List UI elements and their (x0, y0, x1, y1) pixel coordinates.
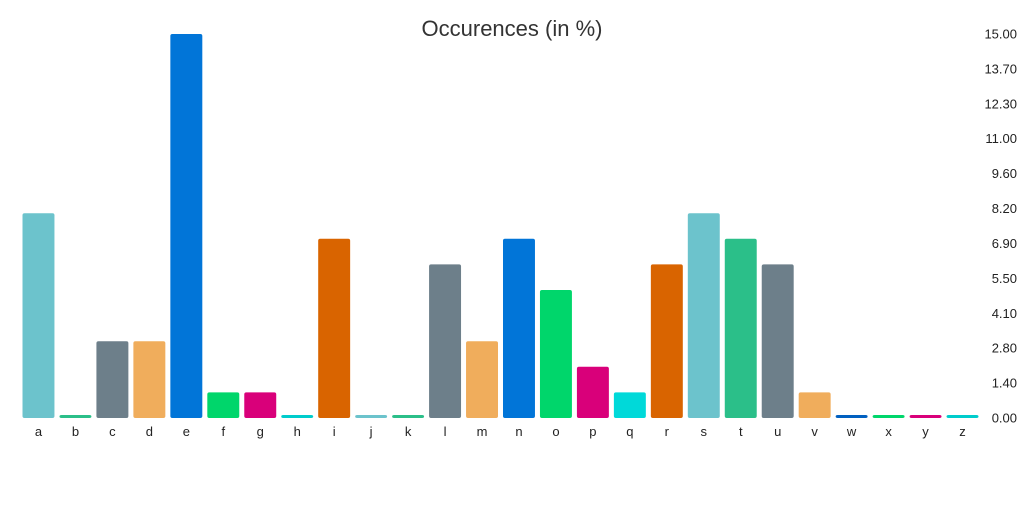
bar-q (613, 392, 646, 418)
x-tick-label-g: g (257, 424, 264, 439)
x-tick-label-t: t (739, 424, 743, 439)
bar-r (650, 264, 683, 418)
x-tick-label-z: z (959, 424, 966, 439)
x-tick-label-l: l (444, 424, 447, 439)
bar-d (133, 341, 166, 418)
bar-i (318, 238, 351, 418)
y-tick-label: 5.50 (992, 271, 1017, 286)
y-tick-label: 2.80 (992, 341, 1017, 356)
y-tick-label: 0.00 (992, 411, 1017, 426)
y-tick-label: 12.30 (984, 96, 1017, 111)
y-tick-label: 13.70 (984, 61, 1017, 76)
bar-o (539, 290, 572, 418)
x-tick-label-o: o (552, 424, 559, 439)
x-tick-label-r: r (665, 424, 670, 439)
x-tick-label-w: w (846, 424, 857, 439)
bar-l (429, 264, 462, 418)
x-tick-label-e: e (183, 424, 190, 439)
x-tick-label-i: i (333, 424, 336, 439)
x-tick-label-a: a (35, 424, 43, 439)
bar-f (207, 392, 240, 418)
x-tick-label-v: v (811, 424, 818, 439)
bar-y (909, 415, 942, 418)
bar-g (244, 392, 277, 418)
bar-x (872, 415, 905, 418)
x-tick-label-d: d (146, 424, 153, 439)
y-axis-labels: 0.00 1.40 2.80 4.10 5.50 6.90 8.20 9.60 11.00 12.… (984, 27, 1017, 426)
bar-b (59, 415, 92, 418)
y-tick-label: 9.60 (992, 166, 1017, 181)
bar-w (835, 415, 868, 418)
x-tick-label-m: m (477, 424, 488, 439)
y-tick-label: 8.20 (992, 201, 1017, 216)
y-tick-label: 15.00 (984, 27, 1017, 42)
x-tick-label-n: n (515, 424, 522, 439)
bar-m (466, 341, 498, 418)
x-tick-label-y: y (922, 424, 929, 439)
y-tick-label: 6.90 (992, 236, 1017, 251)
bar-a (22, 213, 55, 418)
x-tick-label-j: j (369, 424, 373, 439)
y-tick-label: 11.00 (985, 131, 1017, 146)
bar-s (687, 213, 720, 418)
x-tick-label-b: b (72, 424, 79, 439)
x-tick-label-s: s (701, 424, 708, 439)
bar-e (170, 34, 203, 418)
chart-title: Occurences (in %) (422, 16, 603, 41)
x-tick-label-f: f (221, 424, 225, 439)
x-axis-labels: a b c d e f g h i j k l m n o p q r s t u v w x y z (35, 424, 966, 439)
bar-j (355, 415, 388, 418)
x-tick-label-u: u (774, 424, 781, 439)
x-tick-label-q: q (626, 424, 633, 439)
x-tick-label-h: h (294, 424, 301, 439)
x-tick-label-x: x (885, 424, 892, 439)
bar-p (576, 366, 609, 418)
x-tick-label-p: p (589, 424, 596, 439)
bar-c (96, 341, 129, 418)
x-tick-label-k: k (405, 424, 412, 439)
bar-v (798, 392, 831, 418)
bar-n (503, 238, 535, 418)
y-tick-label: 1.40 (992, 376, 1017, 391)
bar-z (946, 415, 979, 418)
bar-t (724, 238, 757, 418)
bar-h (281, 415, 314, 418)
bars-group (22, 34, 979, 418)
x-tick-label-c: c (109, 424, 116, 439)
y-tick-label: 4.10 (992, 306, 1017, 321)
bar-k (392, 415, 425, 418)
bar-u (761, 264, 794, 418)
